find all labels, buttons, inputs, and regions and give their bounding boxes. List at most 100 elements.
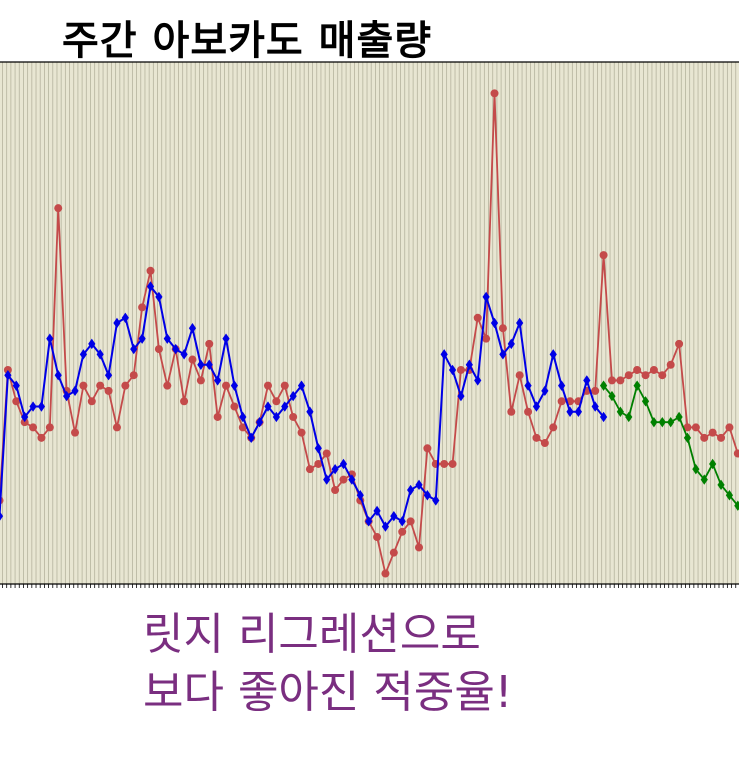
data-point-fitted: [71, 385, 79, 397]
chart-title: 주간 아보카도 매출량: [62, 18, 433, 64]
data-point-actual: [297, 428, 306, 437]
data-point-fitted: [37, 401, 46, 412]
data-point-fitted: [365, 516, 373, 527]
data-point-actual: [79, 381, 88, 390]
data-point-actual: [675, 339, 684, 348]
data-point-forecast: [692, 463, 700, 475]
data-point-actual: [29, 423, 38, 432]
data-point-actual: [641, 371, 650, 380]
data-point-fitted: [306, 406, 314, 417]
data-point-actual: [624, 371, 633, 380]
data-point-actual: [708, 428, 717, 437]
data-point-fitted: [549, 349, 557, 360]
data-point-fitted: [96, 349, 104, 360]
data-point-actual: [104, 386, 113, 395]
data-point-actual: [507, 407, 516, 416]
data-point-actual: [37, 433, 46, 442]
data-point-fitted: [130, 343, 138, 355]
data-point-forecast: [616, 406, 624, 417]
data-point-fitted: [457, 390, 465, 402]
data-point-fitted: [574, 406, 583, 417]
data-point-actual: [532, 433, 541, 442]
data-point-actual: [339, 475, 348, 484]
data-point-actual: [482, 334, 491, 343]
series-line-actual: [0, 92, 739, 575]
data-point-fitted: [331, 463, 339, 475]
data-point-actual: [20, 418, 29, 427]
data-point-actual: [649, 365, 658, 374]
data-point-fitted: [407, 484, 415, 496]
caption-line-2: 보다 좋아진 적중율!: [143, 667, 513, 718]
data-point-actual: [415, 543, 423, 552]
data-point-actual: [633, 365, 642, 374]
line-chart: [0, 61, 739, 588]
data-point-actual: [549, 423, 558, 432]
data-point-fitted: [289, 390, 297, 402]
data-point-forecast: [734, 500, 739, 511]
data-point-fitted: [255, 416, 264, 428]
series-forecast: [599, 380, 739, 511]
data-point-actual: [473, 313, 482, 322]
data-point-fitted: [532, 401, 541, 412]
data-point-fitted: [591, 401, 599, 412]
data-point-fitted: [474, 375, 482, 386]
data-point-fitted: [566, 406, 574, 417]
data-point-fitted: [163, 333, 171, 344]
data-point-forecast: [599, 380, 608, 391]
data-point-fitted: [0, 511, 4, 521]
data-point-actual: [138, 303, 147, 312]
data-point-actual: [121, 381, 130, 390]
data-point-fitted: [356, 490, 364, 501]
data-point-fitted: [155, 291, 163, 303]
data-point-actual: [700, 433, 709, 442]
data-point-actual: [717, 433, 726, 442]
data-point-actual: [540, 439, 549, 448]
data-point-fitted: [297, 380, 306, 391]
data-point-actual: [498, 324, 507, 333]
data-point-fitted: [272, 411, 280, 423]
data-point-actual: [456, 365, 465, 374]
data-point-fitted: [524, 380, 532, 391]
data-point-fitted: [348, 474, 356, 485]
data-point-actual: [406, 517, 415, 526]
data-point-actual: [666, 360, 675, 369]
data-point-fitted: [214, 375, 222, 386]
data-point-fitted: [323, 474, 331, 485]
data-point-fitted: [113, 317, 121, 329]
data-point-actual: [398, 527, 407, 536]
data-point-actual: [263, 381, 272, 390]
data-point-fitted: [188, 323, 197, 334]
data-point-actual: [490, 89, 499, 98]
data-point-forecast: [658, 416, 666, 428]
data-point-fitted: [146, 281, 155, 292]
data-point-fitted: [373, 505, 381, 517]
data-point-fitted: [465, 359, 473, 370]
data-point-forecast: [725, 490, 734, 501]
data-point-actual: [96, 381, 105, 390]
data-point-fitted: [507, 338, 515, 350]
data-point-fitted: [499, 349, 507, 360]
data-point-fitted: [558, 380, 566, 391]
data-point-actual: [87, 397, 96, 406]
data-point-fitted: [138, 333, 146, 344]
data-point-actual: [658, 371, 667, 380]
data-point-actual: [188, 355, 197, 364]
data-point-actual: [423, 444, 432, 453]
data-point-fitted: [29, 401, 37, 412]
data-point-actual: [289, 412, 298, 421]
data-point-fitted: [490, 317, 499, 329]
data-point-fitted: [239, 411, 247, 423]
data-point-fitted: [599, 411, 608, 423]
data-point-fitted: [314, 443, 322, 454]
data-point-forecast: [633, 380, 641, 391]
data-point-fitted: [46, 333, 54, 344]
data-point-fitted: [12, 380, 20, 391]
data-point-actual: [196, 376, 205, 385]
data-point-fitted: [79, 349, 87, 360]
data-point-actual: [733, 449, 739, 458]
data-point-actual: [54, 204, 63, 213]
data-point-actual: [515, 371, 524, 380]
data-point-actual: [440, 459, 449, 468]
data-point-actual: [112, 423, 121, 432]
data-point-fitted: [172, 343, 180, 355]
